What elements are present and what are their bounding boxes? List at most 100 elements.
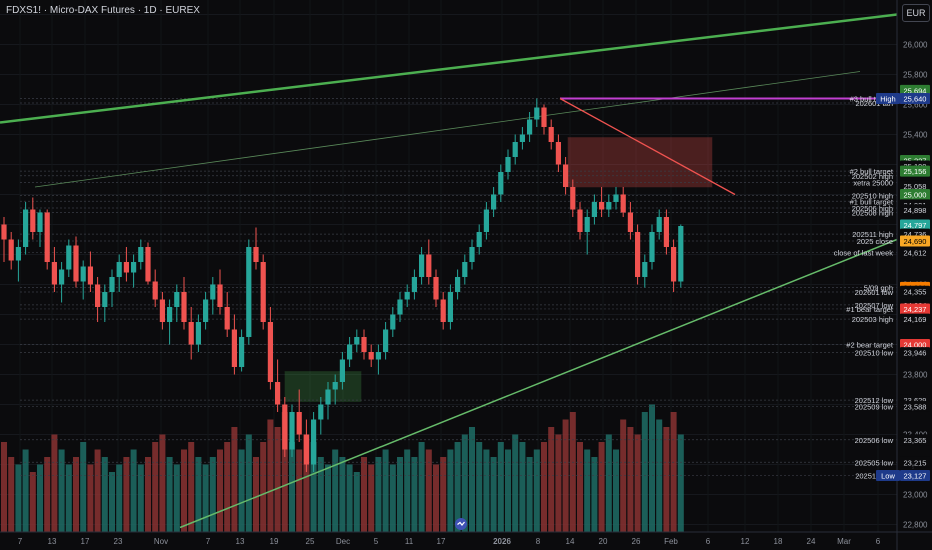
- volume-bar: [339, 457, 346, 532]
- candle: [73, 245, 79, 282]
- volume-bar: [37, 464, 43, 532]
- candle: [383, 329, 389, 352]
- candle: [613, 194, 619, 202]
- candle: [318, 404, 324, 420]
- candle: [627, 212, 633, 232]
- svg-text:25,640: 25,640: [904, 95, 927, 104]
- candle: [527, 119, 533, 135]
- candle: [203, 299, 209, 322]
- support-zone: [284, 371, 362, 402]
- candle: [375, 352, 381, 360]
- level-label: 2025 close: [857, 237, 893, 246]
- volume-bar: [497, 442, 504, 532]
- price-badges: 25,69425,640High25,64025,22725,19025,156…: [876, 84, 930, 481]
- candle: [102, 292, 108, 307]
- candle: [577, 209, 583, 232]
- price-badge: 24,355: [900, 285, 930, 297]
- volume-bar: [418, 442, 425, 532]
- candle: [491, 194, 497, 210]
- candle: [347, 344, 353, 360]
- volume-bar: [231, 427, 238, 532]
- volume-bar: [620, 419, 627, 532]
- time-tick: 7: [206, 537, 211, 546]
- svg-text:23,365: 23,365: [904, 436, 927, 445]
- volume-bar: [598, 442, 605, 532]
- volume-bar: [80, 442, 87, 532]
- candle: [534, 107, 540, 120]
- volume-bar: [389, 464, 396, 532]
- volume-bar: [310, 442, 317, 532]
- candle: [159, 299, 165, 322]
- volume-bar: [303, 434, 310, 532]
- svg-text:24,898: 24,898: [904, 206, 927, 215]
- svg-text:25,000: 25,000: [904, 191, 927, 200]
- volume-bar: [130, 449, 137, 532]
- price-badge: 24,690: [900, 235, 930, 247]
- volume-bar: [123, 457, 130, 532]
- volume-bar: [461, 434, 468, 532]
- level-label: 202506 high: [852, 204, 893, 213]
- volume-bar: [253, 457, 259, 532]
- volume-bar: [281, 412, 288, 532]
- level-label: 202503 high: [852, 315, 893, 324]
- level-label: 202508 high: [852, 209, 893, 218]
- volume-bar: [361, 457, 367, 532]
- level-label: 202509 low: [855, 402, 894, 411]
- level-label: xetra 25000: [853, 179, 893, 188]
- candle: [246, 247, 252, 337]
- volume-bar: [22, 449, 29, 532]
- price-tick: 22,800: [903, 521, 928, 530]
- price-badge: 24,169: [900, 313, 930, 325]
- support-trendline: [179, 238, 898, 529]
- level-label: 202506 low: [855, 436, 894, 445]
- svg-text:23,629: 23,629: [904, 396, 927, 405]
- candle: [138, 247, 144, 262]
- candle: [131, 262, 137, 273]
- candle: [224, 307, 230, 330]
- price-badge: 24,797: [900, 219, 930, 231]
- svg-text:24,797: 24,797: [904, 221, 927, 230]
- time-tick: 24: [807, 537, 816, 546]
- volume-bar: [202, 464, 209, 532]
- resistance-zone: [567, 137, 713, 188]
- volume-bar: [569, 412, 576, 532]
- volume-bar: [346, 464, 353, 532]
- candle: [476, 232, 482, 247]
- time-tick: 5: [374, 537, 379, 546]
- candle: [663, 217, 669, 247]
- price-badge: 24,237: [900, 303, 930, 315]
- price-tick: 23,800: [903, 371, 928, 380]
- volume-bar: [555, 434, 562, 532]
- symbol-title[interactable]: FDXS1! · Micro-DAX Futures · 1D · EUREX: [6, 5, 200, 16]
- volume-bar: [382, 449, 389, 532]
- svg-text:25,694: 25,694: [904, 86, 927, 95]
- volume-bar: [159, 434, 166, 532]
- volume-bar: [677, 434, 684, 532]
- volume-bar: [670, 412, 677, 532]
- volume-bar: [440, 457, 447, 532]
- price-tick: 25,600: [903, 101, 928, 110]
- volume-bar: [577, 442, 583, 532]
- svg-text:24,355: 24,355: [904, 287, 927, 296]
- candle: [483, 209, 489, 232]
- candle: [570, 187, 576, 210]
- candle: [260, 262, 266, 322]
- candle: [548, 127, 554, 142]
- time-tick: 11: [405, 537, 414, 546]
- volume-bar: [541, 442, 547, 532]
- time-axis[interactable]: 7 13 17 23 Nov 7 13 19 25 Dec 5 11 17 2026 8 14 20 26 Feb 6…: [18, 537, 881, 546]
- candle: [390, 314, 396, 330]
- currency-button[interactable]: EUR: [902, 4, 930, 22]
- candle: [267, 322, 273, 382]
- volume-bar: [15, 464, 22, 532]
- tv-logo-icon[interactable]: [455, 518, 467, 530]
- candle: [239, 337, 245, 367]
- volume-bar: [152, 442, 159, 532]
- volume-bar: [627, 427, 634, 532]
- candle: [188, 322, 194, 345]
- volume-bar: [663, 427, 670, 532]
- volume-bar: [476, 442, 483, 532]
- candle: [505, 157, 511, 172]
